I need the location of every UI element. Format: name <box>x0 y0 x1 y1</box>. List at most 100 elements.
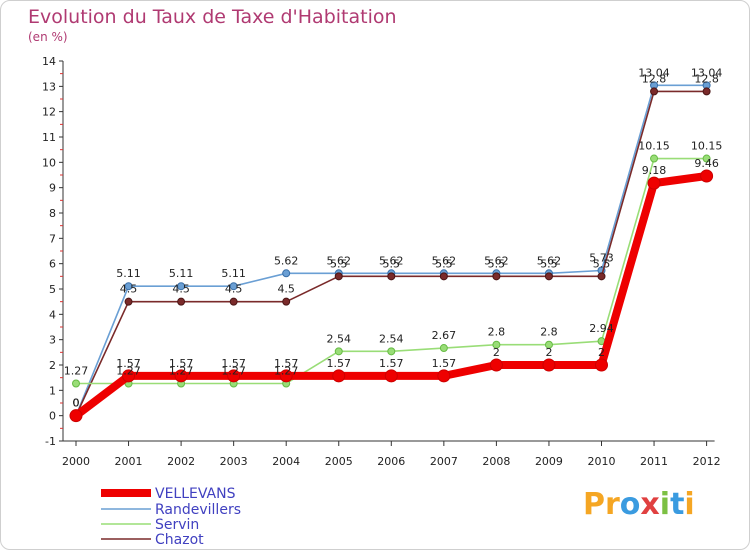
data-point <box>544 272 553 281</box>
series-vellevans <box>69 169 714 423</box>
data-label: 13.04 <box>691 66 723 79</box>
data-point <box>542 358 556 372</box>
data-point <box>492 340 501 349</box>
x-tick-label: 2008 <box>482 455 510 468</box>
data-point <box>387 347 396 356</box>
y-tick-label: 2 <box>49 359 56 372</box>
x-tick-label: 2010 <box>588 455 616 468</box>
y-tick-label: 1 <box>49 384 56 397</box>
data-point <box>124 282 133 291</box>
data-point <box>332 369 346 383</box>
legend-item-randevillers: Randevillers <box>101 502 241 518</box>
data-point <box>282 297 291 306</box>
data-label: 4.5 <box>277 283 295 296</box>
y-tick-label: 14 <box>42 55 56 68</box>
data-label: 1.57 <box>169 357 194 370</box>
data-label: 2.94 <box>589 322 614 335</box>
data-point <box>595 358 608 372</box>
data-point <box>439 272 448 281</box>
data-point <box>437 369 451 383</box>
data-point <box>492 272 501 281</box>
data-point <box>700 169 714 183</box>
data-label: 10.15 <box>691 140 723 153</box>
legend-label: VELLEVANS <box>155 486 236 502</box>
y-tick-label: 4 <box>49 308 56 321</box>
data-label: 0 <box>73 397 80 410</box>
data-labels-layer: 0 1.57 1.57 1.57 1.57 1.57 1.57 1.57 2 2 2 9.18 9.46… <box>64 66 723 409</box>
data-point <box>650 87 659 96</box>
y-tick-label: 5 <box>49 283 56 296</box>
logo-letter: x <box>640 487 660 522</box>
data-label: 1.27 <box>169 364 194 377</box>
x-tick-label: 2004 <box>272 455 300 468</box>
data-label: 1.27 <box>274 364 299 377</box>
series-chazot <box>72 87 711 420</box>
data-point <box>650 154 659 163</box>
data-point <box>439 344 448 353</box>
logo-letter: i <box>659 487 671 522</box>
proxiti-logo: Proxiti <box>583 487 695 522</box>
data-label: 2.54 <box>327 332 352 345</box>
data-label: 5.5 <box>593 257 611 270</box>
data-label: 5.62 <box>432 254 457 267</box>
data-label: 13.04 <box>638 66 670 79</box>
data-point <box>597 272 606 281</box>
data-point <box>334 272 343 281</box>
data-label: 2 <box>598 346 605 359</box>
data-label: 9.46 <box>694 157 719 170</box>
data-label: 1.57 <box>327 357 352 370</box>
logo-letter: o <box>619 487 641 522</box>
y-tick-label: 9 <box>49 182 56 195</box>
y-tick-label: 7 <box>49 232 56 245</box>
data-point <box>177 282 186 291</box>
data-label: 0 <box>73 397 80 410</box>
data-label: 2 <box>493 346 500 359</box>
x-tick-label: 2003 <box>220 455 248 468</box>
data-label: 5.73 <box>589 252 614 265</box>
data-point <box>384 369 398 383</box>
data-point <box>282 269 291 278</box>
data-label: 5.62 <box>484 254 509 267</box>
data-label: 5.5 <box>488 257 506 270</box>
x-tick-label: 2005 <box>325 455 353 468</box>
data-label: 1.27 <box>64 364 89 377</box>
x-tick-label: 2009 <box>535 455 563 468</box>
data-point <box>227 369 241 383</box>
data-label: 2.67 <box>432 329 457 342</box>
x-tick-label: 2006 <box>377 455 405 468</box>
data-label: 1.57 <box>379 357 404 370</box>
data-label: 9.18 <box>642 164 667 177</box>
unit-label: (en %) <box>28 30 68 44</box>
data-label: 12.8 <box>642 72 667 85</box>
data-point <box>174 369 188 383</box>
y-tick-label: 6 <box>49 258 56 271</box>
data-point <box>544 340 553 349</box>
x-tick-label: 2002 <box>167 455 195 468</box>
y-tick-label: -1 <box>45 435 56 448</box>
data-point <box>279 369 293 383</box>
data-label: 2.8 <box>488 326 506 339</box>
data-label: 5.5 <box>330 257 348 270</box>
data-point <box>69 409 83 423</box>
data-point <box>702 154 711 163</box>
logo-letter: r <box>605 487 620 522</box>
legend-item-chazot: Chazot <box>101 532 204 548</box>
y-tick-label: 3 <box>49 334 56 347</box>
data-point <box>702 87 711 96</box>
data-point <box>177 297 186 306</box>
data-label: 4.5 <box>172 283 190 296</box>
y-tick-label: 10 <box>42 156 56 169</box>
data-label: 1.27 <box>221 364 246 377</box>
legend-label: Chazot <box>155 532 204 548</box>
data-label: 5.62 <box>327 254 352 267</box>
data-point <box>229 297 238 306</box>
data-label: 5.11 <box>116 267 141 280</box>
data-label: 2 <box>545 346 552 359</box>
data-label: 5.5 <box>435 257 453 270</box>
chart-title: Evolution du Taux de Taxe d'Habitation <box>28 6 397 28</box>
data-label: 1.57 <box>221 357 246 370</box>
x-tick-label: 2007 <box>430 455 458 468</box>
data-point <box>122 369 136 383</box>
series-layer <box>69 81 714 423</box>
data-label: 5.62 <box>274 254 299 267</box>
